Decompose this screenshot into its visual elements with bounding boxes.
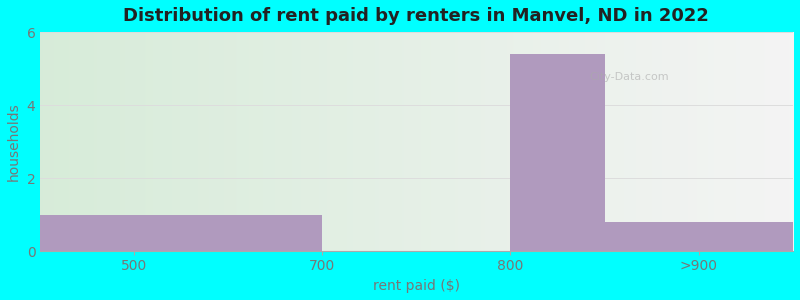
X-axis label: rent paid ($): rent paid ($): [373, 279, 460, 293]
Bar: [39, 214, 322, 251]
Bar: [605, 222, 793, 251]
Bar: [510, 54, 605, 251]
Title: Distribution of rent paid by renters in Manvel, ND in 2022: Distribution of rent paid by renters in …: [123, 7, 710, 25]
Y-axis label: households: households: [7, 102, 21, 181]
Text: City-Data.com: City-Data.com: [590, 72, 670, 82]
